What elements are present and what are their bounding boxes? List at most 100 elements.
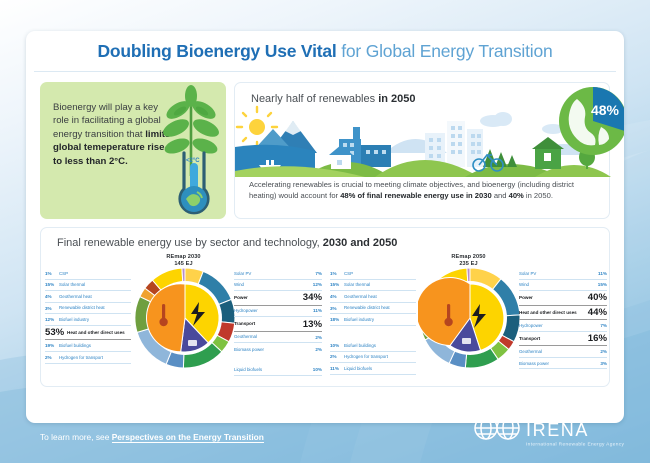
label-pct: 4% [45, 293, 52, 299]
label-name: Biofuel industry [344, 317, 375, 323]
label-pct: 10% [330, 342, 340, 348]
donut-2050-header: REmap 2050 235 EJ [326, 254, 611, 268]
label-row-emphasis: Transport 13% [234, 317, 322, 332]
label-pct: 34% [302, 292, 322, 304]
label-name: Renewable district heat [59, 305, 105, 311]
label-row: 2% Hydrogen for transport [330, 352, 416, 364]
page-title: Doubling Bioenergy Use Vital for Global … [26, 41, 624, 62]
label-pct: 15% [45, 282, 55, 288]
thermometer-icon: <2°C [178, 151, 210, 215]
label-pct: 1% [45, 270, 52, 276]
label-name: CSP [59, 270, 69, 276]
body-part1: Accelerating renewables is crucial to me… [249, 180, 575, 201]
donut-chart-2050 [418, 267, 521, 369]
share-badge-48: 48% [559, 87, 624, 155]
label-row: 4% Geothermal heat [45, 291, 131, 303]
label-row: Wind 12% [234, 280, 322, 292]
label-name: Biofuel industry [59, 317, 90, 323]
label-row: 3% Renewable district heat [330, 303, 416, 315]
tree-icon [483, 149, 517, 167]
label-name: CSP [344, 270, 354, 276]
cloud-icon [480, 112, 564, 134]
label-row: Geothermal 2% [519, 346, 607, 358]
label-row-emphasis: Transport 16% [519, 332, 607, 347]
title-bold: Doubling Bioenergy Use Vital [97, 41, 337, 61]
label-name: Wind [519, 282, 530, 288]
label-pct: 11% [598, 270, 607, 276]
bicycle-icon [472, 153, 504, 172]
statement-part1: Bioenergy will play a key role in facili… [53, 102, 161, 140]
label-row: 4% Geothermal heat [330, 291, 416, 303]
label-name: Geothermal [234, 334, 257, 340]
label-pct: 10% [312, 366, 322, 372]
label-row: Wind 15% [519, 280, 607, 292]
bioenergy-statement-panel: Bioenergy will play a key role in facili… [40, 82, 226, 219]
heading-light: Nearly half of renewables [251, 93, 379, 105]
thermometer-label: <2°C [186, 158, 200, 164]
label-name: Biomass power [519, 360, 550, 366]
label-name: Power [519, 295, 533, 301]
irena-logo: IRENA International Renewable Energy Age… [468, 414, 628, 452]
irena-wordmark: IRENA [526, 420, 589, 440]
label-row: Hydropower 11% [234, 306, 322, 318]
label-name: Biofuel buildings [59, 343, 91, 349]
chart-title-bold: 2030 and 2050 [322, 237, 398, 249]
label-row: 11% Liquid biofuels [330, 363, 416, 375]
label-row: 2% Hydrogen for transport [45, 352, 131, 364]
label-pct: 2% [45, 354, 52, 360]
inner-ring-sectors [418, 277, 505, 353]
plant-icon [163, 85, 219, 176]
label-name: Biomass power [234, 346, 265, 352]
transport-icon-small [462, 338, 471, 344]
label-pct: 11% [330, 365, 339, 371]
wedge-48 [593, 87, 624, 131]
label-pct: 19% [45, 343, 55, 349]
chart-panel: Final renewable energy use by sector and… [40, 227, 610, 387]
donut-2050-labels-right: Solar PV 11% Wind 15% Power 40% Heat and ot… [519, 268, 607, 370]
irena-tagline: International Renewable Energy Agency [526, 442, 625, 448]
label-row: Geothermal 2% [234, 332, 322, 344]
inner-ring-sectors [145, 283, 220, 353]
thermometer-icon-small [159, 304, 168, 327]
label-pct: 13% [302, 318, 322, 330]
donut-block-2050: REmap 2050 235 EJ [326, 254, 611, 386]
title-light: for Global Energy Transition [336, 41, 553, 61]
label-pct: 11% [313, 308, 322, 314]
label-pct: 7% [315, 270, 322, 276]
donut-chart-2030 [134, 267, 236, 369]
label-pct: 40% [587, 292, 607, 304]
donut-2030-subtitle: 145 EJ [174, 261, 193, 268]
label-row: 15% Solar thermal [330, 280, 416, 292]
label-row-emphasis: Power 40% [519, 291, 607, 306]
label-pct: 53% [45, 327, 65, 339]
label-row-emphasis: Power 34% [234, 291, 322, 306]
renewables-2050-panel: Nearly half of renewables in 2050 [234, 82, 624, 219]
heading-bold: in 2050 [378, 93, 416, 105]
label-name: Solar thermal [59, 282, 86, 288]
house-icon [329, 145, 353, 169]
label-name: Geothermal heat [344, 293, 377, 299]
label-name: Transport [234, 321, 256, 327]
label-name: Solar thermal [344, 282, 371, 288]
label-name: Transport [519, 335, 541, 341]
label-row: 1% CSP [330, 268, 416, 280]
label-spacer [330, 326, 416, 340]
label-row: 10% Biofuel buildings [330, 340, 416, 352]
body-bold-1: 48% of final renewable energy use in 203… [340, 191, 492, 201]
donut-2030-header: REmap 2030 145 EJ [41, 254, 326, 268]
label-row: Biomass power 3% [519, 358, 607, 370]
donut-2030-labels-right: Solar PV 7% Wind 12% Power 34% Hydropower 11… [234, 268, 322, 376]
footer-note-light: To learn more, see [40, 432, 112, 442]
donut-block-2030: REmap 2030 145 EJ [41, 254, 326, 386]
house-icon [532, 137, 564, 169]
label-name: Biofuel buildings [344, 342, 376, 348]
label-pct: 18% [330, 317, 340, 323]
footer-link[interactable]: Perspectives on the Energy Transition [111, 432, 264, 443]
donut-2030-title: REmap 2030 [166, 254, 201, 260]
label-name: Renewable district heat [344, 305, 390, 311]
donut-2030-labels-left: 1% CSP 15% Solar thermal 4% Geothermal heat… [45, 268, 131, 364]
label-name: Wind [234, 282, 245, 288]
label-name: Liquid biofuels [234, 366, 263, 372]
label-row: Solar PV 7% [234, 268, 322, 280]
label-name: Heat and other direct uses [67, 330, 125, 336]
